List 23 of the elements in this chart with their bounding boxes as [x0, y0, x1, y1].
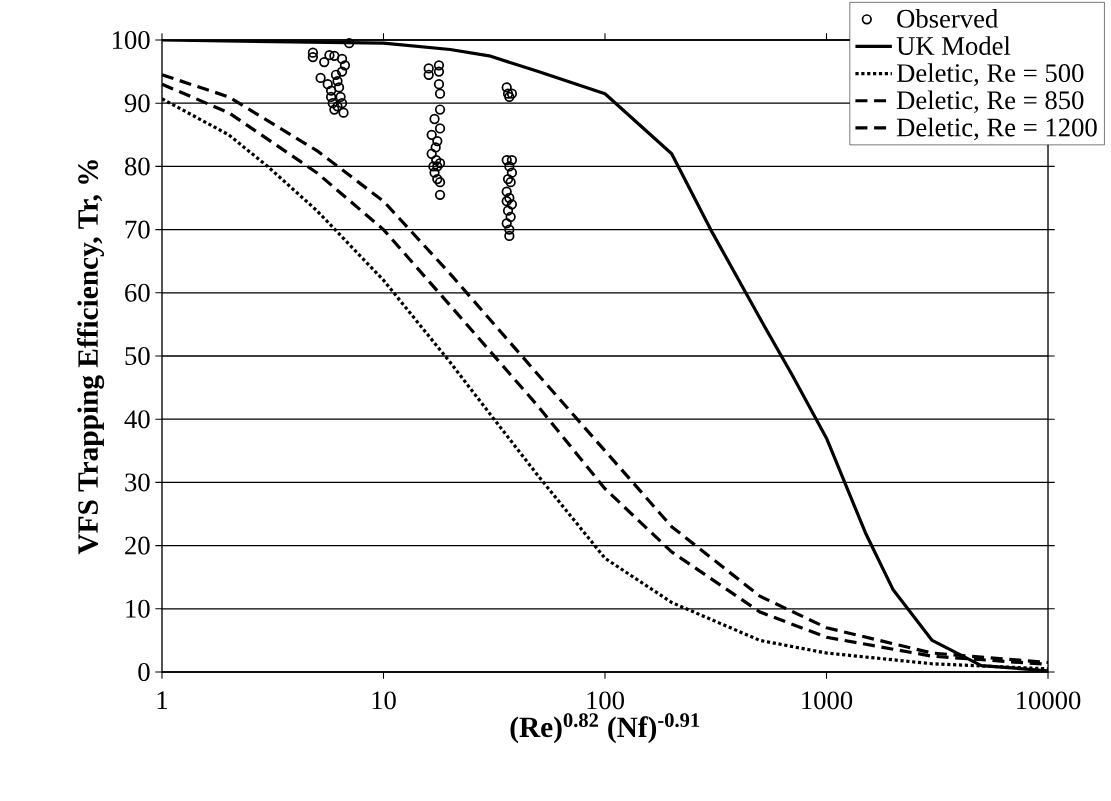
x-tick-label: 1000 — [802, 691, 853, 710]
y-tick-label: 90 — [124, 94, 150, 113]
y-tick-label: 10 — [126, 599, 150, 618]
y-tick-label: 100 — [112, 31, 150, 49]
y-tick-label: 60 — [125, 283, 150, 302]
x-tick-label: 10 — [372, 691, 396, 710]
x-axis-title: (Re)$^{0.82}$ (Nf)$^{-0.91}$ — [510, 713, 700, 744]
y-tick-label: 30 — [125, 473, 150, 492]
y-tick-label: 20 — [125, 536, 150, 555]
legend-label: Observed — [897, 9, 998, 28]
legend-label: Deletic, Re = 1200 — [896, 117, 1097, 141]
y-axis-title: VFS Trapping Efficiency, Tr, % — [77, 160, 105, 555]
legend-label: UK Model — [896, 36, 1011, 55]
legend-label: Deletic, Re = 850 — [896, 90, 1084, 114]
y-tick-label: 80 — [124, 157, 150, 176]
y-tick-label: 0 — [138, 663, 150, 681]
legend-label: Deletic, Re = 500 — [896, 63, 1084, 86]
x-tick-label: 1 — [157, 691, 168, 709]
x-tick-label: 100 — [587, 691, 624, 710]
x-tick-label: 10000 — [1017, 691, 1081, 710]
y-tick-label: 40 — [124, 410, 150, 429]
y-tick-label: 70 — [125, 220, 150, 239]
y-tick-label: 50 — [125, 347, 150, 365]
